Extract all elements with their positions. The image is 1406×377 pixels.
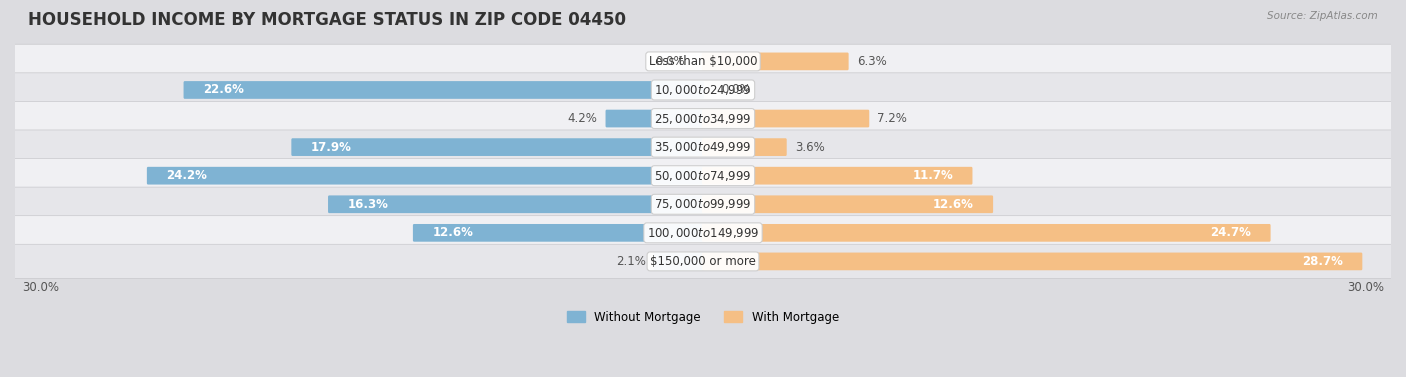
Text: $50,000 to $74,999: $50,000 to $74,999	[654, 169, 752, 183]
FancyBboxPatch shape	[291, 138, 704, 156]
Text: $35,000 to $49,999: $35,000 to $49,999	[654, 140, 752, 154]
FancyBboxPatch shape	[11, 216, 1395, 250]
Text: 0.0%: 0.0%	[655, 55, 685, 68]
Text: 12.6%: 12.6%	[433, 226, 474, 239]
FancyBboxPatch shape	[184, 81, 704, 99]
Text: 17.9%: 17.9%	[311, 141, 352, 153]
Text: 0.0%: 0.0%	[721, 83, 751, 97]
FancyBboxPatch shape	[11, 130, 1395, 164]
FancyBboxPatch shape	[702, 110, 869, 127]
FancyBboxPatch shape	[328, 195, 704, 213]
FancyBboxPatch shape	[702, 253, 1362, 270]
Text: $100,000 to $149,999: $100,000 to $149,999	[647, 226, 759, 240]
FancyBboxPatch shape	[11, 44, 1395, 78]
FancyBboxPatch shape	[702, 167, 973, 185]
FancyBboxPatch shape	[606, 110, 704, 127]
FancyBboxPatch shape	[702, 138, 787, 156]
Text: 12.6%: 12.6%	[932, 198, 973, 211]
Text: 22.6%: 22.6%	[202, 83, 243, 97]
Text: $25,000 to $34,999: $25,000 to $34,999	[654, 112, 752, 126]
Text: $10,000 to $24,999: $10,000 to $24,999	[654, 83, 752, 97]
Text: 4.2%: 4.2%	[568, 112, 598, 125]
Text: 28.7%: 28.7%	[1302, 255, 1343, 268]
FancyBboxPatch shape	[11, 101, 1395, 136]
Legend: Without Mortgage, With Mortgage: Without Mortgage, With Mortgage	[562, 306, 844, 328]
Text: Source: ZipAtlas.com: Source: ZipAtlas.com	[1267, 11, 1378, 21]
FancyBboxPatch shape	[413, 224, 704, 242]
FancyBboxPatch shape	[11, 244, 1395, 279]
Text: $75,000 to $99,999: $75,000 to $99,999	[654, 197, 752, 211]
FancyBboxPatch shape	[11, 187, 1395, 221]
FancyBboxPatch shape	[146, 167, 704, 185]
Text: 24.2%: 24.2%	[166, 169, 207, 182]
Text: Less than $10,000: Less than $10,000	[648, 55, 758, 68]
FancyBboxPatch shape	[702, 195, 993, 213]
Text: 3.6%: 3.6%	[794, 141, 824, 153]
Text: 11.7%: 11.7%	[912, 169, 953, 182]
FancyBboxPatch shape	[11, 159, 1395, 193]
Text: 30.0%: 30.0%	[22, 281, 59, 294]
Text: 24.7%: 24.7%	[1211, 226, 1251, 239]
Text: 30.0%: 30.0%	[1347, 281, 1384, 294]
FancyBboxPatch shape	[702, 224, 1271, 242]
Text: 7.2%: 7.2%	[877, 112, 907, 125]
FancyBboxPatch shape	[654, 253, 704, 270]
Text: 6.3%: 6.3%	[856, 55, 886, 68]
Text: 2.1%: 2.1%	[616, 255, 645, 268]
Text: HOUSEHOLD INCOME BY MORTGAGE STATUS IN ZIP CODE 04450: HOUSEHOLD INCOME BY MORTGAGE STATUS IN Z…	[28, 11, 626, 29]
FancyBboxPatch shape	[702, 52, 849, 70]
Text: $150,000 or more: $150,000 or more	[650, 255, 756, 268]
FancyBboxPatch shape	[11, 73, 1395, 107]
Text: 16.3%: 16.3%	[347, 198, 388, 211]
